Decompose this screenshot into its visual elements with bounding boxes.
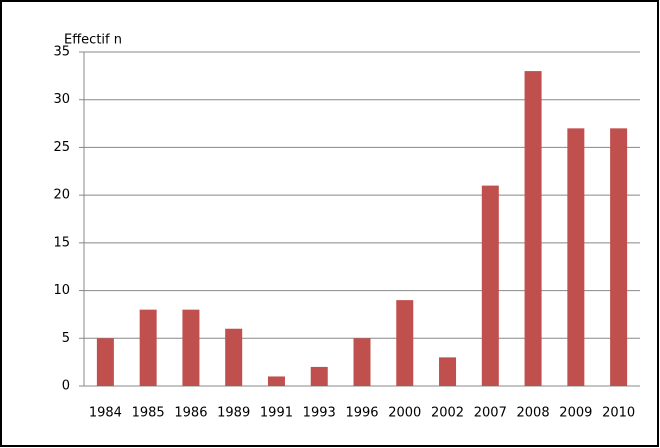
bar: [396, 300, 414, 386]
bar: [610, 128, 628, 387]
y-tick-label: 0: [62, 379, 70, 394]
x-tick-label: 2007: [474, 406, 507, 421]
y-axis-label: Effectif n: [64, 33, 122, 48]
x-tick-label: 2010: [602, 406, 635, 421]
x-tick-label: 2009: [559, 406, 592, 421]
x-tick-label: 2008: [517, 406, 550, 421]
bar: [310, 366, 328, 386]
y-tick-label: 35: [53, 45, 70, 60]
x-tick-label: 1993: [303, 406, 336, 421]
bar: [267, 376, 285, 386]
bar: [481, 185, 499, 386]
x-tick-label: 1996: [345, 406, 378, 421]
bar: [524, 71, 542, 386]
bar: [225, 328, 243, 386]
bar: [96, 338, 114, 386]
y-tick-label: 10: [53, 283, 70, 298]
x-tick-label: 1991: [260, 406, 293, 421]
bar: [182, 309, 200, 386]
y-tick-label: 5: [62, 331, 70, 346]
y-tick-label: 20: [53, 188, 70, 203]
y-tick-label: 15: [53, 235, 70, 250]
bar: [139, 309, 157, 386]
y-tick-label: 25: [53, 140, 70, 155]
bar: [439, 357, 457, 386]
bar: [353, 338, 371, 386]
x-tick-label: 1989: [217, 406, 250, 421]
x-tick-label: 2000: [388, 406, 421, 421]
y-tick-label: 30: [53, 92, 70, 107]
x-tick-label: 1985: [132, 406, 165, 421]
bar: [567, 128, 585, 387]
x-tick-label: 1986: [174, 406, 207, 421]
x-tick-label: 2002: [431, 406, 464, 421]
x-tick-label: 1984: [89, 406, 122, 421]
